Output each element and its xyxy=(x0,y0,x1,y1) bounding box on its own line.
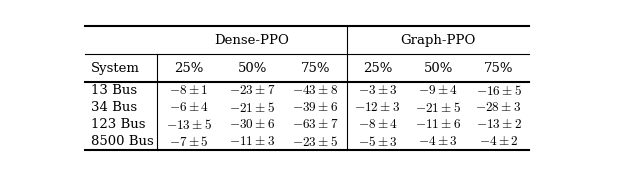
Text: $-4 \pm 3$: $-4 \pm 3$ xyxy=(419,135,458,148)
Text: 123 Bus: 123 Bus xyxy=(91,118,145,131)
Text: $-11 \pm 6$: $-11 \pm 6$ xyxy=(415,118,461,131)
Text: Dense-PPO: Dense-PPO xyxy=(214,34,289,47)
Text: Graph-PPO: Graph-PPO xyxy=(401,34,476,47)
Text: $-4 \pm 2$: $-4 \pm 2$ xyxy=(479,135,518,148)
Text: $-6 \pm 4$: $-6 \pm 4$ xyxy=(168,101,209,114)
Text: $-43 \pm 8$: $-43 \pm 8$ xyxy=(292,84,339,97)
Text: $-28 \pm 3$: $-28 \pm 3$ xyxy=(476,101,522,114)
Text: $-7 \pm 5$: $-7 \pm 5$ xyxy=(169,135,209,149)
Text: $-5 \pm 3$: $-5 \pm 3$ xyxy=(358,135,397,149)
Text: $-16 \pm 5$: $-16 \pm 5$ xyxy=(476,84,522,98)
Text: $-8 \pm 1$: $-8 \pm 1$ xyxy=(169,84,208,97)
Text: $-21 \pm 5$: $-21 \pm 5$ xyxy=(415,101,461,115)
Text: $-11 \pm 3$: $-11 \pm 3$ xyxy=(229,135,275,148)
Text: $-8 \pm 4$: $-8 \pm 4$ xyxy=(358,118,397,131)
Text: $-39 \pm 6$: $-39 \pm 6$ xyxy=(292,101,339,114)
Text: 25%: 25% xyxy=(174,62,204,75)
Text: $-12 \pm 3$: $-12 \pm 3$ xyxy=(355,101,401,114)
Text: $-21 \pm 5$: $-21 \pm 5$ xyxy=(229,101,275,115)
Text: $-30 \pm 6$: $-30 \pm 6$ xyxy=(229,118,275,131)
Text: $-3 \pm 3$: $-3 \pm 3$ xyxy=(358,84,397,97)
Text: 75%: 75% xyxy=(301,62,330,75)
Text: $-23 \pm 7$: $-23 \pm 7$ xyxy=(228,84,275,97)
Text: $-9 \pm 4$: $-9 \pm 4$ xyxy=(418,84,458,97)
Text: 13 Bus: 13 Bus xyxy=(91,84,137,97)
Text: 50%: 50% xyxy=(237,62,267,75)
Text: 50%: 50% xyxy=(424,62,452,75)
Text: 75%: 75% xyxy=(484,62,513,75)
Text: 8500 Bus: 8500 Bus xyxy=(91,135,154,148)
Text: 34 Bus: 34 Bus xyxy=(91,101,137,114)
Text: 25%: 25% xyxy=(363,62,392,75)
Text: $-63 \pm 7$: $-63 \pm 7$ xyxy=(292,118,339,131)
Text: $-13 \pm 5$: $-13 \pm 5$ xyxy=(166,118,212,132)
Text: $-13 \pm 2$: $-13 \pm 2$ xyxy=(476,118,522,131)
Text: $-23 \pm 5$: $-23 \pm 5$ xyxy=(292,135,339,149)
Text: System: System xyxy=(91,62,140,75)
